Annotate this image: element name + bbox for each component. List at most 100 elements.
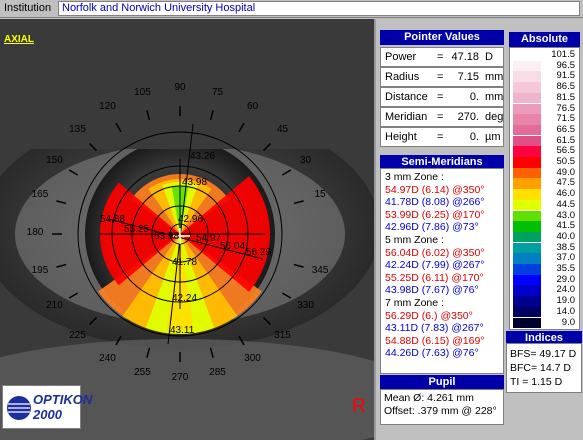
pointer-value-label: Meridian: [385, 111, 428, 123]
institution-label: Institution: [4, 2, 52, 14]
indices-header: Indices: [506, 331, 582, 344]
scale-entry: 96.5: [512, 59, 579, 72]
scale-value: 38.5: [556, 241, 576, 253]
scale-entry: 81.5: [512, 91, 579, 104]
scale-swatch: [513, 231, 541, 243]
scale-entry: 47.5: [512, 177, 579, 189]
logo-text: OPTIKON: [33, 392, 93, 407]
scale-value: 49.0: [556, 166, 576, 178]
angle-label: 270: [171, 372, 189, 383]
scale-value: 81.5: [556, 91, 576, 103]
scale-value: 47.5: [556, 177, 576, 189]
scale-entry: 71.5: [512, 113, 579, 125]
semi-meridian-line: 5 mm Zone :: [385, 233, 444, 246]
angle-label: 135: [69, 124, 86, 136]
scale-value: 44.5: [556, 198, 576, 210]
scale-entry: 19.0: [512, 295, 579, 307]
angle-label: 75: [211, 86, 224, 98]
scale-value: 40.0: [556, 230, 576, 242]
scale-value: 24.0: [556, 284, 576, 296]
pointer-value-label: Radius: [385, 71, 420, 83]
lower-lid: [0, 339, 374, 440]
map-value-label: 54.97: [196, 233, 222, 244]
scale-swatch: [513, 253, 541, 264]
semi-meridian-line: 3 mm Zone :: [385, 171, 444, 183]
scale-value: 86.5: [556, 81, 576, 93]
angle-label: 225: [69, 329, 86, 341]
map-value-label: 43.26: [190, 151, 216, 162]
angle-label: 45: [276, 124, 289, 136]
color-scale[interactable]: 101.5 96.5 91.5 86.5 81.5 76.5 71.5 66.5 61.5 56.…: [509, 47, 580, 330]
map-top-mask: [0, 19, 374, 149]
angle-tick: [238, 335, 245, 346]
scale-entry: 49.0: [512, 166, 579, 179]
pointer-value-unit: mm: [485, 71, 504, 83]
angle-tick: [115, 122, 122, 133]
semi-meridian-line: 7 mm Zone :: [385, 296, 444, 309]
scale-value: 37.0: [556, 252, 576, 264]
scale-entry: 101.5: [512, 49, 579, 61]
index-line: BFS= 49.17 D: [510, 348, 577, 360]
map-value-label: 42.24: [172, 293, 198, 304]
pointer-value-value: 47.18: [451, 51, 479, 63]
logo: OPTIKON 2000: [2, 385, 92, 429]
topography-map[interactable]: 90 75 60 45 30 15 180 165 150 135 120 105 195 210 225 2…: [0, 19, 376, 440]
pointer-value-unit: D: [485, 51, 493, 63]
pupil-info: Mean Ø: 4.261 mm Offset: .379 mm @ 228°: [380, 389, 504, 425]
scale-entry: 46.0: [512, 188, 579, 200]
angle-label: 60: [246, 101, 259, 113]
angle-tick: [56, 200, 67, 205]
pupil-mean: Mean Ø: 4.261 mm: [384, 392, 474, 404]
angle-label: 165: [31, 189, 49, 201]
indices-list: BFS= 49.17 D BFC= 14.7 D TI = 1.15 D: [506, 343, 582, 393]
semi-meridian-line: 43.11D (7.83) @267°: [385, 322, 484, 335]
scale-entry: 14.0: [512, 306, 579, 318]
angle-label: 195: [31, 264, 49, 276]
semi-meridian-line: 56.04D (6.02) @350°: [385, 246, 485, 259]
angle-label: 255: [134, 367, 151, 379]
pupil-offset: Offset: .379 mm @ 228°: [384, 405, 497, 417]
scale-swatch: [513, 189, 541, 200]
angle-label: 180: [26, 227, 44, 238]
pointer-values-header: Pointer Values: [380, 30, 504, 45]
scale-swatch: [513, 296, 541, 307]
scale-swatch: [513, 317, 541, 329]
pointer-value-row: Power = 47.18 D: [380, 47, 504, 67]
institution-field[interactable]: Norfolk and Norwich University Hospital: [58, 1, 580, 16]
angle-tick: [262, 316, 272, 326]
scale-entry: 44.5: [512, 198, 579, 211]
angle-label: 150: [46, 154, 63, 166]
scale-swatch: [513, 92, 541, 104]
angle-tick: [88, 142, 98, 152]
semi-meridian-line: 56.29D (6.) @350°: [385, 309, 473, 322]
pointer-value-label: Height: [385, 131, 417, 143]
scale-value: 96.5: [556, 59, 576, 71]
pointer-value-unit: µm: [485, 131, 501, 143]
institution-bar: Institution Norfolk and Norwich Universi…: [0, 0, 583, 18]
scale-value: 101.5: [551, 49, 575, 60]
angle-tick: [146, 110, 151, 121]
pointer-value-unit: deg: [485, 111, 504, 123]
semi-meridian-line: 54.88D (6.15) @169°: [385, 334, 485, 347]
semi-meridian-line: 43.98D (7.67) @76°: [385, 284, 479, 297]
map-value-label: 43.98: [182, 177, 208, 188]
semi-meridian-line: 44.26D (7.63) @76°: [385, 347, 479, 360]
map-value-label: 43.11: [170, 325, 195, 336]
pointer-value-row: Distance = 0. mm: [380, 87, 504, 107]
angle-label: 90: [174, 82, 186, 93]
scale-entry: 61.5: [512, 135, 579, 147]
eye-side-label: R: [352, 396, 366, 417]
scale-swatch: [513, 157, 541, 168]
scale-swatch: [513, 135, 541, 147]
map-value-label: 54.88: [100, 214, 126, 225]
scale-entry: 50.5: [512, 156, 579, 168]
angle-tick: [281, 169, 292, 176]
scale-entry: 35.5: [512, 263, 579, 275]
scale-entry: 91.5: [512, 70, 579, 82]
angle-label: 210: [46, 299, 63, 311]
scale-entry: 86.5: [512, 81, 579, 93]
map-mode-label[interactable]: AXIAL: [4, 34, 34, 45]
scale-swatch: [513, 146, 541, 157]
scale-entry: 40.0: [512, 230, 579, 243]
scale-entry: 41.5: [512, 220, 579, 232]
